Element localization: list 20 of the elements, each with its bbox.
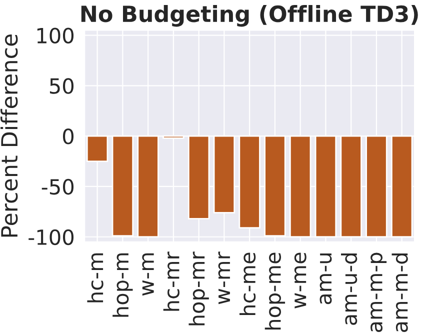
y-tick-label: -50 bbox=[42, 178, 74, 195]
y-tick-label: 100 bbox=[37, 28, 74, 44]
x-tick-label: am-u bbox=[320, 254, 332, 304]
x-tick-label: hop-m bbox=[112, 253, 133, 317]
chart-title: No Budgeting (Offline TD3) bbox=[81, 5, 418, 27]
x-tick-label: hc-mr bbox=[163, 252, 180, 311]
x-tick-label: am-u-d bbox=[341, 254, 358, 325]
x-tick-label: hop-mr bbox=[188, 252, 209, 326]
x-tick-label: hc-me bbox=[239, 252, 256, 316]
y-tick-label: 50 bbox=[50, 78, 74, 94]
y-axis-title: Percent Difference bbox=[0, 34, 18, 237]
x-tick-label: w-m bbox=[142, 253, 154, 296]
x-tick-label: hc-m bbox=[87, 253, 104, 302]
y-tick-label: -100 bbox=[28, 229, 74, 246]
x-tick-label: am-m-d bbox=[392, 254, 408, 332]
x-tick-label: am-m-p bbox=[370, 252, 387, 332]
x-tick-label: hop-me bbox=[264, 252, 286, 330]
y-tick-label: 0 bbox=[62, 128, 74, 144]
x-tick-label: w-me bbox=[294, 252, 306, 308]
x-tick-label: w-mr bbox=[218, 252, 230, 304]
